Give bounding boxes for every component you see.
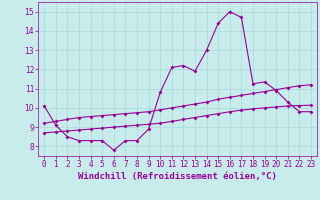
X-axis label: Windchill (Refroidissement éolien,°C): Windchill (Refroidissement éolien,°C)	[78, 172, 277, 181]
